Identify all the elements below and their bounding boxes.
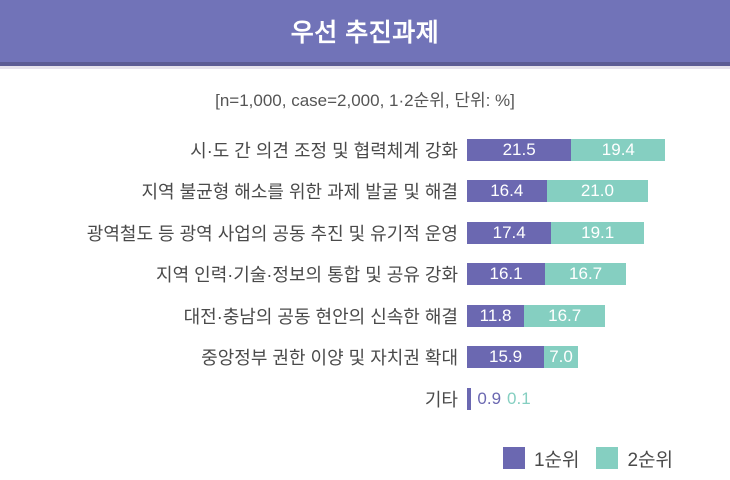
bar-segment-rank2: 16.7 xyxy=(524,304,606,327)
bar-segment-rank1: 16.1 xyxy=(467,263,546,286)
bar-value: 16.1 xyxy=(489,264,523,284)
legend-item: 1순위 xyxy=(502,445,580,472)
bar-segment-rank1: 15.9 xyxy=(467,346,545,369)
chart-row: 기타 0.9 0.1 xyxy=(0,378,730,420)
bar-segment-rank2: 19.4 xyxy=(571,138,666,161)
title-banner: 우선 추진과제 xyxy=(0,0,730,66)
bar-value: 17.4 xyxy=(492,222,526,242)
legend-swatch xyxy=(596,447,619,469)
chart-row: 광역철도 등 광역 사업의 공동 추진 및 유기적 운영 17.4 19.1 xyxy=(0,212,730,254)
bar-value: 19.4 xyxy=(601,139,635,159)
page-title: 우선 추진과제 xyxy=(290,19,440,47)
bar-segment-rank2: 19.1 xyxy=(551,221,644,244)
bar-track: 0.9 0.1 xyxy=(467,387,730,410)
chart-note: [n=1,000, case=2,000, 1·2순위, 단위: %] xyxy=(215,91,515,110)
bar-value: 11.8 xyxy=(479,305,512,325)
bar-segment-rank2: 7.0 xyxy=(544,346,578,369)
bar-value: 16.4 xyxy=(490,181,524,201)
stacked-bar-chart: 시·도 간 의견 조정 및 협력체계 강화 21.5 19.4 지역 불균형 해소를 … xyxy=(0,129,730,420)
category-label: 지역 인력·기술·정보의 통합 및 공유 강화 xyxy=(156,265,458,286)
chart-row: 대전·충남의 공동 현안의 신속한 해결 11.8 16.7 xyxy=(0,295,730,337)
category-label: 시·도 간 의견 조정 및 협력체계 강화 xyxy=(190,140,458,161)
legend-label: 1순위 xyxy=(533,449,580,471)
bar-segment-rank1: 16.4 xyxy=(467,180,547,203)
bar-value: 21.5 xyxy=(502,139,536,159)
legend-item: 2순위 xyxy=(596,445,673,472)
bar-segment-rank2: 16.7 xyxy=(545,263,627,286)
bar-value-outside: 0.1 xyxy=(507,388,531,408)
bar-segment-rank1: 21.5 xyxy=(467,138,572,161)
bar-value: 16.7 xyxy=(548,305,582,325)
category-label: 기타 xyxy=(424,389,458,410)
category-label: 대전·충남의 공동 현안의 신속한 해결 xyxy=(183,306,458,327)
category-label: 중앙정부 권한 이양 및 자치권 확대 xyxy=(201,348,458,369)
bar-value: 7.0 xyxy=(549,347,573,367)
legend-swatch xyxy=(502,447,525,469)
bar-track: 21.5 19.4 xyxy=(467,138,730,161)
bar-value: 16.7 xyxy=(569,264,603,284)
bar-track: 17.4 19.1 xyxy=(467,221,730,244)
bar-value: 19.1 xyxy=(581,222,615,242)
bar-value: 21.0 xyxy=(580,181,614,201)
bar-track: 15.9 7.0 xyxy=(467,346,730,369)
bar-segment-rank1: 17.4 xyxy=(467,221,552,244)
chart-row: 중앙정부 권한 이양 및 자치권 확대 15.9 7.0 xyxy=(0,337,730,379)
bar-segment-rank1: 11.8 xyxy=(467,304,525,327)
bar-segment-rank2: 21.0 xyxy=(546,180,649,203)
bar-track: 16.1 16.7 xyxy=(467,263,730,286)
legend-label: 2순위 xyxy=(627,449,673,471)
chart-legend: 1순위 2순위 xyxy=(0,445,673,472)
chart-row: 시·도 간 의견 조정 및 협력체계 강화 21.5 19.4 xyxy=(0,129,730,171)
bar-value-outside: 0.9 xyxy=(477,388,502,408)
chart-row: 지역 인력·기술·정보의 통합 및 공유 강화 16.1 16.7 xyxy=(0,254,730,296)
bar-value: 15.9 xyxy=(489,347,523,367)
bar-segment-rank1 xyxy=(467,387,472,410)
category-label: 광역철도 등 광역 사업의 공동 추진 및 유기적 운영 xyxy=(86,223,458,244)
bar-track: 16.4 21.0 xyxy=(467,180,730,203)
chart-row: 지역 불균형 해소를 위한 과제 발굴 및 해결 16.4 21.0 xyxy=(0,171,730,213)
bar-track: 11.8 16.7 xyxy=(467,304,730,327)
category-label: 지역 불균형 해소를 위한 과제 발굴 및 해결 xyxy=(141,182,458,203)
